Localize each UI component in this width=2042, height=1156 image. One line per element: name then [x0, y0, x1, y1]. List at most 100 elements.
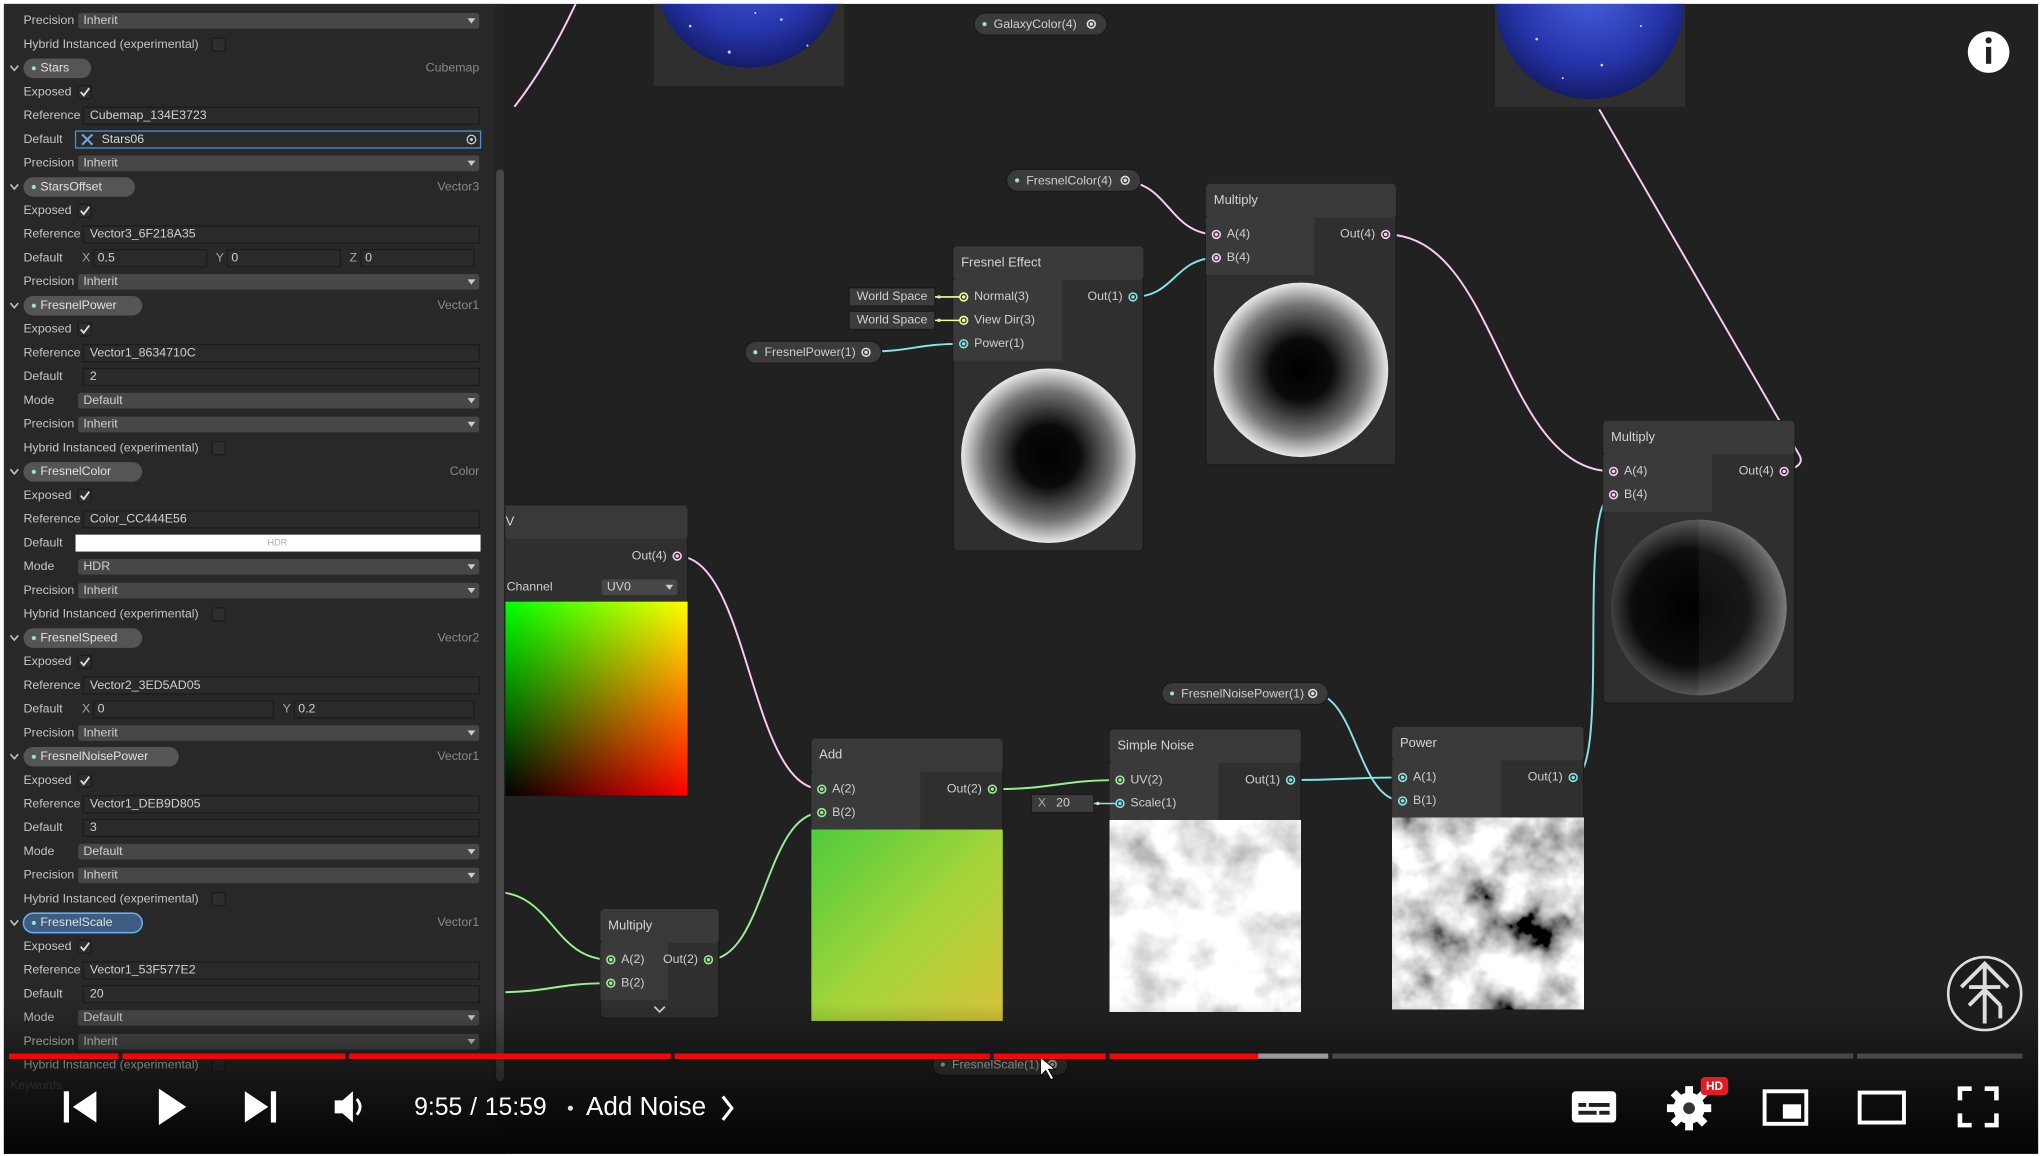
text-field[interactable]: [82, 676, 480, 695]
vector-field[interactable]: [226, 249, 341, 268]
input-port[interactable]: [606, 978, 616, 988]
checkbox[interactable]: [77, 84, 92, 100]
checkbox[interactable]: [77, 488, 92, 503]
output-port[interactable]: [1128, 292, 1138, 302]
control-dropdown[interactable]: [601, 579, 678, 596]
output-port[interactable]: [987, 784, 998, 794]
output-port[interactable]: [1380, 229, 1391, 240]
input-port[interactable]: [1211, 229, 1222, 240]
input-port[interactable]: [1608, 466, 1619, 477]
input-port[interactable]: [817, 807, 827, 818]
object-picker[interactable]: [466, 134, 477, 145]
text-field[interactable]: [82, 510, 480, 529]
input-port[interactable]: [1397, 796, 1408, 806]
shader-node[interactable]: Multiply A(4) B(4) Out(4): [1205, 182, 1397, 466]
text-field[interactable]: [82, 961, 480, 980]
checkbox[interactable]: [77, 203, 92, 218]
dropdown[interactable]: [78, 155, 480, 172]
checkbox[interactable]: [211, 37, 226, 52]
dropdown[interactable]: [78, 867, 480, 884]
input-port[interactable]: [606, 955, 616, 965]
expand-chevron[interactable]: [9, 183, 19, 191]
checkbox[interactable]: [211, 440, 226, 456]
channel-logo[interactable]: [1946, 955, 2023, 1032]
property-pill[interactable]: [23, 747, 179, 767]
vector-field[interactable]: [93, 700, 275, 719]
input-port[interactable]: [959, 339, 969, 349]
progress-played[interactable]: [9, 1053, 1259, 1059]
expand-chevron[interactable]: [9, 753, 19, 761]
vector-field[interactable]: [293, 700, 475, 719]
theater-button[interactable]: [1857, 1090, 1906, 1125]
chapter-chevron[interactable]: [721, 1095, 734, 1121]
checkbox[interactable]: [211, 892, 226, 907]
expand-chevron[interactable]: [9, 468, 19, 476]
text-field[interactable]: [82, 985, 480, 1004]
shader-node[interactable]: Multiply A(4) B(4) Out(4): [1602, 419, 1796, 704]
text-field[interactable]: [82, 795, 480, 814]
property-node[interactable]: [973, 12, 1108, 36]
output-port[interactable]: [1779, 466, 1789, 477]
input-port[interactable]: [817, 784, 827, 794]
shader-node[interactable]: Multiply A(2) B(2) Out(2): [599, 908, 720, 1020]
expand-chevron[interactable]: [9, 65, 19, 72]
next-button[interactable]: [244, 1091, 277, 1123]
input-port[interactable]: [1211, 253, 1222, 263]
dropdown[interactable]: [78, 843, 480, 860]
input-port[interactable]: [1608, 490, 1619, 500]
checkbox[interactable]: [77, 773, 92, 788]
subtitles-button[interactable]: [1571, 1091, 1617, 1123]
property-pill[interactable]: [23, 295, 143, 316]
dropdown[interactable]: [78, 416, 480, 433]
property-pill[interactable]: [23, 58, 92, 79]
settings-button[interactable]: [1666, 1086, 1712, 1131]
text-field[interactable]: [82, 367, 480, 387]
previous-button[interactable]: [63, 1091, 97, 1123]
shader-node[interactable]: Power A(1) B(1) Out(1): [1391, 725, 1585, 1010]
property-node[interactable]: [744, 340, 883, 364]
checkbox[interactable]: [77, 939, 92, 954]
info-button[interactable]: [1967, 31, 2010, 73]
property-pill[interactable]: [23, 177, 135, 197]
output-port[interactable]: [1568, 772, 1578, 783]
expand-chevron[interactable]: [9, 634, 19, 642]
input-port[interactable]: [1115, 775, 1125, 785]
property-pill[interactable]: [23, 628, 143, 648]
shader-node[interactable]: Simple Noise UV(2) Scale(1) X 20 Out(1): [1030, 728, 1302, 1013]
dropdown[interactable]: [78, 582, 480, 599]
checkbox[interactable]: [77, 322, 92, 337]
property-node[interactable]: [1006, 168, 1142, 193]
dropdown[interactable]: [78, 725, 480, 741]
vector-field[interactable]: [93, 249, 208, 268]
property-pill[interactable]: [23, 462, 143, 482]
fullscreen-button[interactable]: [1957, 1086, 1999, 1128]
dropdown[interactable]: [78, 559, 480, 575]
color-field[interactable]: [75, 534, 481, 552]
object-field[interactable]: [74, 130, 482, 149]
text-field[interactable]: [82, 225, 480, 244]
text-field[interactable]: [82, 818, 480, 838]
property-node[interactable]: [1160, 681, 1329, 706]
text-field[interactable]: [82, 106, 480, 125]
dropdown[interactable]: [78, 392, 480, 409]
text-field[interactable]: [82, 344, 480, 363]
miniplayer-button[interactable]: [1762, 1089, 1809, 1126]
checkbox[interactable]: [77, 654, 92, 669]
output-port[interactable]: [1285, 775, 1296, 785]
chapter-title[interactable]: Add Noise: [586, 1091, 706, 1121]
shader-node[interactable]: Add A(2) B(2) Out(2): [810, 737, 1004, 1022]
expand-chevron[interactable]: [9, 302, 19, 309]
shader-node[interactable]: UV Out(4) Channel UV0: [488, 504, 689, 797]
dropdown[interactable]: [78, 274, 480, 290]
volume-button[interactable]: [334, 1091, 362, 1123]
play-button[interactable]: [158, 1088, 187, 1126]
expand-chevron[interactable]: [9, 919, 19, 927]
output-port[interactable]: [672, 551, 682, 561]
input-port[interactable]: [1397, 772, 1408, 783]
vector-field[interactable]: [360, 249, 475, 268]
property-pill[interactable]: [22, 912, 143, 934]
shader-node[interactable]: Fresnel Effect Normal(3) World Space View D…: [848, 245, 1145, 552]
dropdown[interactable]: [78, 13, 480, 29]
output-port[interactable]: [703, 955, 714, 965]
checkbox[interactable]: [211, 607, 226, 622]
